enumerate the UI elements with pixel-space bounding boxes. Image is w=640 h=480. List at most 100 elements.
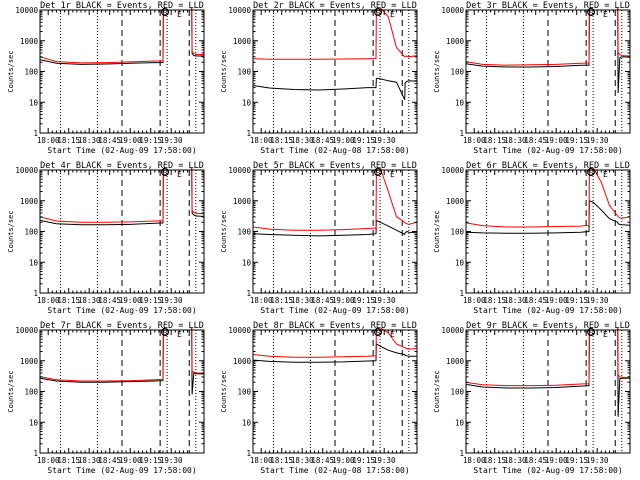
y-tick-label: 100	[237, 228, 251, 237]
y-tick-label: 1000	[20, 37, 39, 46]
x-axis-label: Start Time (02-Aug-09 17:58:00)	[47, 146, 196, 155]
start-marker-label: S	[376, 9, 380, 17]
x-tick-label: 18:45	[98, 136, 121, 145]
start-marker-circle	[374, 168, 383, 176]
x-tick-label: 19:30	[160, 296, 183, 305]
y-tick-label: 1	[33, 129, 38, 138]
x-tick-label: 18:00	[37, 136, 60, 145]
end-marker-label: E	[603, 330, 608, 339]
end-marker-label: E	[390, 330, 395, 339]
x-tick-label: 18:45	[524, 136, 547, 145]
y-axis-label: Counts/sec	[220, 370, 228, 412]
x-tick-label: 19:15	[565, 296, 588, 305]
x-tick-label: 19:00	[332, 296, 355, 305]
y-tick-label: 10	[455, 258, 465, 267]
y-tick-label: 10	[242, 418, 252, 427]
x-tick-label: 18:45	[524, 296, 547, 305]
x-tick-label: 18:00	[37, 296, 60, 305]
y-tick-label: 1000	[233, 357, 252, 366]
y-tick-label: 1	[246, 449, 251, 458]
x-tick-label: 18:30	[504, 456, 527, 465]
x-tick-label: 19:30	[160, 136, 183, 145]
end-marker-label: E	[390, 170, 395, 179]
x-tick-label: 19:15	[352, 296, 375, 305]
x-tick-label: 18:15	[57, 456, 80, 465]
x-tick-label: 18:15	[483, 136, 506, 145]
x-axis-label: Start Time (02-Aug-08 17:58:00)	[260, 146, 409, 155]
events-series-line	[40, 168, 204, 226]
x-tick-label: 19:30	[373, 296, 396, 305]
chart-title: Det 1r BLACK = Events, RED = LLD	[40, 1, 204, 11]
lld-series-line	[466, 168, 630, 228]
chart-panel: Det 9r BLACK = Events, RED = LLD 1 10 100 10…	[433, 321, 631, 475]
end-marker-label: E	[390, 10, 395, 19]
chart-title: Det 7r BLACK = Events, RED = LLD	[40, 321, 204, 331]
y-tick-label: 10	[242, 258, 252, 267]
y-axis-label: Counts/sec	[433, 370, 441, 412]
y-tick-label: 1000	[233, 197, 252, 206]
x-tick-label: 19:30	[586, 296, 609, 305]
y-tick-label: 100	[24, 228, 38, 237]
y-tick-label: 100	[450, 228, 464, 237]
x-axis-label: Start Time (02-Aug-09 17:58:00)	[473, 466, 622, 475]
chart-panel: Det 1r BLACK = Events, RED = LLD 1 10 100 10…	[7, 1, 205, 155]
x-tick-label: 19:15	[352, 456, 375, 465]
y-tick-label: 10	[242, 98, 252, 107]
events-series-line	[466, 200, 630, 234]
y-tick-label: 1	[459, 129, 464, 138]
events-series-line	[40, 328, 204, 395]
y-tick-label: 10	[29, 418, 39, 427]
y-tick-label: 1	[33, 289, 38, 298]
x-tick-label: 18:30	[291, 136, 314, 145]
y-tick-label: 10000	[441, 6, 464, 15]
x-tick-label: 18:45	[311, 296, 334, 305]
y-tick-label: 100	[450, 388, 464, 397]
start-marker-label: S	[376, 169, 380, 177]
end-marker-label: E	[603, 10, 608, 19]
chart-title: Det 5r BLACK = Events, RED = LLD	[253, 161, 417, 171]
x-tick-label: 18:15	[57, 136, 80, 145]
x-tick-label: 18:00	[37, 456, 60, 465]
y-tick-label: 1	[33, 449, 38, 458]
start-marker-label: S	[163, 169, 167, 177]
start-marker-label: S	[589, 169, 593, 177]
end-marker-label: E	[177, 330, 182, 339]
y-axis-label: Counts/sec	[220, 210, 228, 252]
chart-title: Det 4r BLACK = Events, RED = LLD	[40, 161, 204, 171]
y-tick-label: 10	[455, 418, 465, 427]
x-tick-label: 18:00	[463, 456, 486, 465]
y-axis-label: Counts/sec	[220, 50, 228, 92]
x-tick-label: 18:15	[270, 296, 293, 305]
chart-panel: Det 4r BLACK = Events, RED = LLD 1 10 100 10…	[7, 161, 205, 315]
start-marker-circle	[374, 8, 383, 16]
x-tick-label: 19:00	[545, 456, 568, 465]
y-axis-label: Counts/sec	[7, 210, 15, 252]
x-axis-label: Start Time (02-Aug-09 17:58:00)	[47, 466, 196, 475]
y-axis-label: Counts/sec	[7, 370, 15, 412]
y-tick-label: 1	[246, 129, 251, 138]
start-marker-label: S	[163, 329, 167, 337]
x-tick-label: 18:30	[504, 296, 527, 305]
x-axis-label: Start Time (02-Aug-09 17:58:00)	[260, 306, 409, 315]
events-series-line	[466, 8, 630, 94]
chart-title: Det 8r BLACK = Events, RED = LLD	[253, 321, 417, 331]
start-marker-circle	[374, 328, 383, 336]
x-tick-label: 19:00	[119, 296, 142, 305]
x-tick-label: 18:45	[98, 456, 121, 465]
x-tick-label: 18:30	[504, 136, 527, 145]
x-tick-label: 18:45	[524, 456, 547, 465]
events-series-line	[40, 8, 204, 65]
start-marker-circle	[587, 168, 596, 176]
chart-panel: Det 8r BLACK = Events, RED = LLD 1 10 100 10…	[220, 321, 418, 475]
chart-panel: Det 5r BLACK = Events, RED = LLD 1 10 100 10…	[220, 161, 418, 315]
events-series-line	[466, 328, 630, 417]
events-series-line	[253, 77, 417, 101]
y-tick-label: 10000	[228, 6, 251, 15]
x-tick-label: 18:00	[250, 296, 273, 305]
start-marker-circle	[587, 328, 596, 336]
start-marker-label: S	[589, 329, 593, 337]
x-tick-label: 18:30	[78, 296, 101, 305]
x-tick-label: 19:00	[119, 456, 142, 465]
end-marker-label: E	[177, 10, 182, 19]
